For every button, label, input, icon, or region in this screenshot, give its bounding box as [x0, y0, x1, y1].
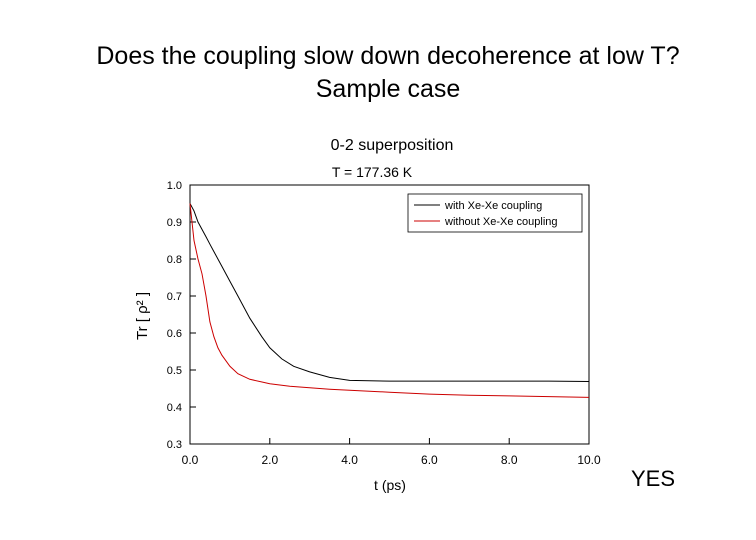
series-line-with-coupling: [189, 203, 590, 382]
x-tick-label: 0.0: [182, 453, 199, 467]
x-tick-label: 8.0: [501, 453, 518, 467]
x-tick-label: 2.0: [261, 453, 278, 467]
y-tick-label: 0.8: [167, 254, 182, 266]
x-tick-label: 10.0: [577, 453, 601, 467]
y-tick-label: 0.5: [167, 365, 182, 377]
y-tick-label: 0.4: [167, 402, 182, 414]
y-tick-label: 0.9: [167, 217, 182, 229]
legend-label-without-coupling: without Xe-Xe coupling: [444, 216, 558, 228]
series-line-without-coupling: [189, 203, 590, 398]
y-tick-label: 0.3: [167, 439, 182, 451]
x-axis-label: t (ps): [374, 477, 406, 493]
x-tick-label: 4.0: [341, 453, 358, 467]
slide-title-line2: Sample case: [315, 75, 461, 103]
y-axis-label: Tr [ ρ² ]: [134, 292, 151, 340]
answer-text: YES: [631, 466, 676, 491]
y-tick-label: 1.0: [167, 180, 182, 192]
series-group: [189, 203, 590, 398]
y-tick-label: 0.6: [167, 328, 182, 340]
legend: with Xe-Xe coupling without Xe-Xe coupli…: [407, 193, 583, 233]
legend-box: [407, 193, 583, 233]
chart-title: 0-2 superposition: [331, 137, 454, 154]
chart-subtitle: T = 177.36 K: [332, 164, 413, 180]
plot-frame: [189, 184, 590, 445]
y-tick-label: 0.7: [167, 291, 182, 303]
x-tick-label: 6.0: [421, 453, 438, 467]
x-axis: 0.0 2.0 4.0 6.0 8.0 10.0: [182, 438, 601, 467]
slide-title-line1: Does the coupling slow down decoherence …: [96, 42, 680, 70]
y-axis: 0.3 0.4 0.5 0.6 0.7 0.8 0.9 1.0: [167, 180, 196, 451]
legend-label-with-coupling: with Xe-Xe coupling: [444, 200, 542, 212]
